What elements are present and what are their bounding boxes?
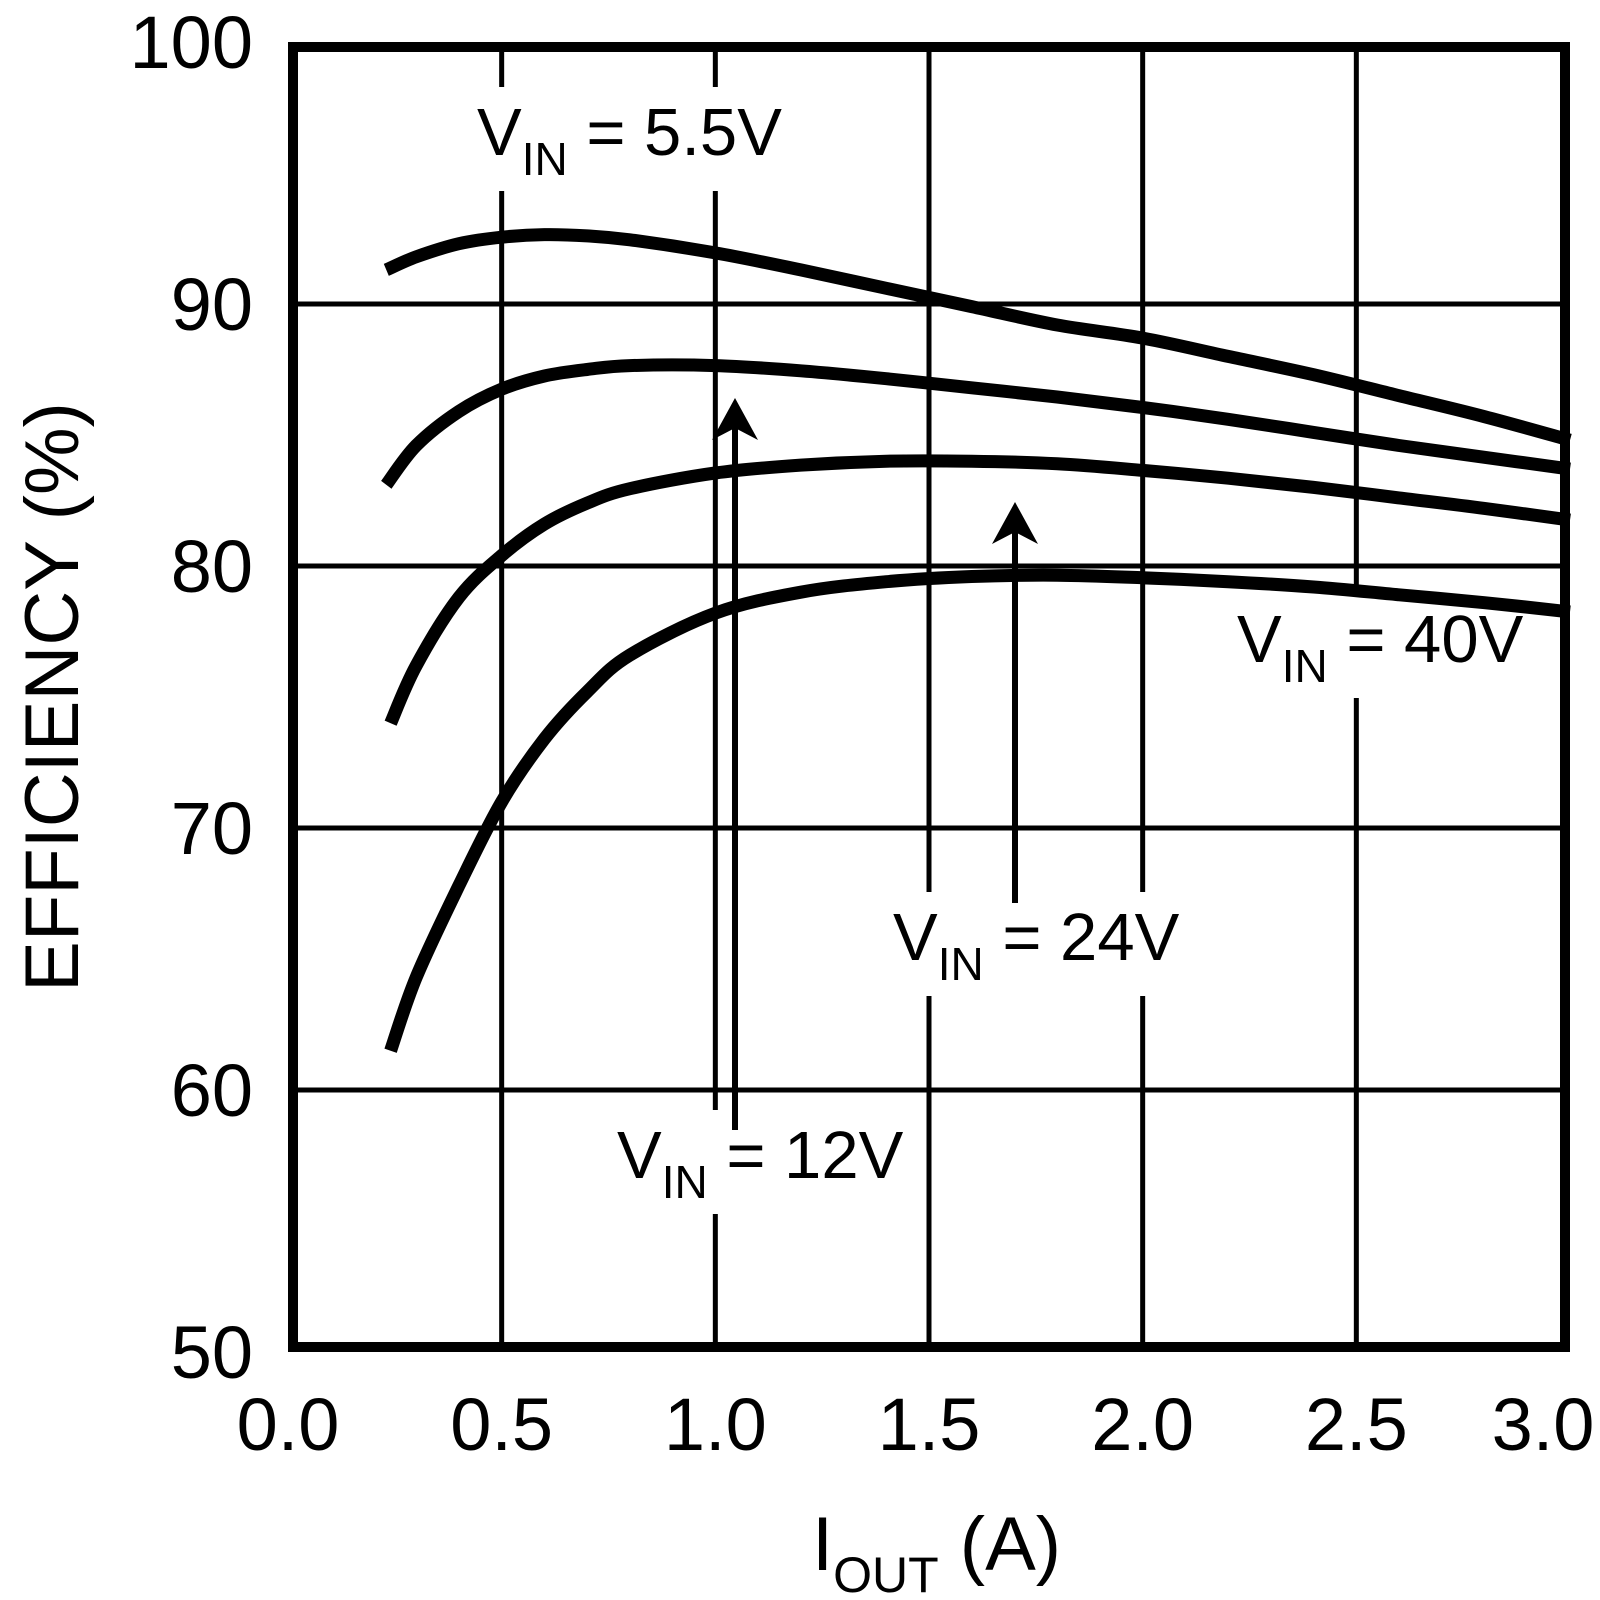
y-tick-label-80: 80 <box>171 525 253 608</box>
curve-vin-40v <box>384 568 1571 1053</box>
x-tick-label-1.0: 1.0 <box>664 1383 767 1466</box>
x-tick-label-1.5: 1.5 <box>878 1383 981 1466</box>
curve-label-vin-55: VIN = 5.5V <box>467 87 793 191</box>
x-tick-label-2.0: 2.0 <box>1091 1383 1194 1466</box>
y-tick-label-90: 90 <box>171 263 253 346</box>
y-tick-label-50: 50 <box>171 1311 253 1394</box>
y-tick-label-60: 60 <box>171 1049 253 1132</box>
curve-label-mask-vin-12 <box>607 1110 914 1214</box>
curve-label-mask-vin-40 <box>1227 594 1534 698</box>
x-axis-tick-labels: 0.0 0.5 1.0 1.5 2.0 2.5 3.0 <box>237 1383 1595 1466</box>
x-tick-label-0.0: 0.0 <box>237 1383 340 1466</box>
curve-label-text-vin-12: VIN = 12V <box>617 1118 904 1208</box>
annotation-arrows <box>712 398 1038 1130</box>
y-axis-title: EFFICIENCY (%) <box>10 402 95 992</box>
x-tick-label-3.0: 3.0 <box>1492 1383 1595 1466</box>
curve-vin-24v <box>384 454 1571 726</box>
plot-border <box>288 42 1570 1352</box>
curve-label-vin-12: VIN = 12V <box>607 1110 914 1214</box>
curve-label-text-vin-55: VIN = 5.5V <box>477 95 782 185</box>
curve-label-mask-vin-55 <box>467 87 793 191</box>
curve-label-text-vin-24: VIN = 24V <box>893 900 1180 990</box>
y-tick-label-70: 70 <box>171 787 253 870</box>
arrow-to-24v-curve <box>992 502 1038 903</box>
x-tick-label-0.5: 0.5 <box>450 1383 553 1466</box>
x-tick-label-2.5: 2.5 <box>1305 1383 1408 1466</box>
y-axis-tick-labels: 50 60 70 80 90 100 <box>130 1 253 1394</box>
curve-vin-5.5v <box>383 228 1572 447</box>
arrow-to-12v-curve <box>712 398 758 1130</box>
data-curves <box>381 228 1572 1053</box>
curve-label-text-vin-40: VIN = 40V <box>1237 602 1524 692</box>
arrow-to-24v-curve-head <box>992 502 1038 544</box>
curve-label-vin-24: VIN = 24V <box>883 892 1190 996</box>
y-tick-label-100: 100 <box>130 1 253 84</box>
arrow-to-12v-curve-head <box>712 398 758 440</box>
x-axis-title: IOUT (A) <box>812 1502 1061 1600</box>
curve-label-mask-vin-24 <box>883 892 1190 996</box>
curve-vin-12v <box>381 358 1571 489</box>
curve-label-vin-40: VIN = 40V <box>1227 594 1534 698</box>
curve-labels: VIN = 5.5V VIN = 12V VIN = 24V VIN = 40V <box>467 87 1534 1214</box>
